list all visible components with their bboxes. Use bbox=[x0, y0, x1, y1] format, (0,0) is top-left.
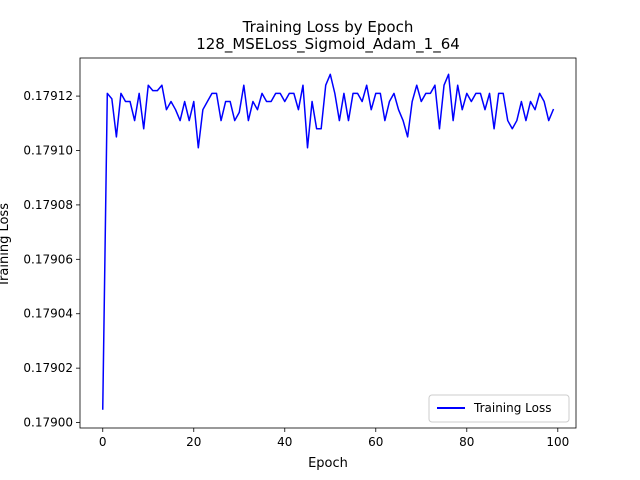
x-axis-label: Epoch bbox=[308, 456, 348, 471]
y-tick-label: 0.17910 bbox=[23, 144, 73, 158]
legend-box bbox=[428, 394, 570, 423]
x-tick-label: 60 bbox=[368, 435, 383, 449]
y-tick-label: 0.17904 bbox=[23, 307, 73, 321]
x-tick-label: 0 bbox=[99, 435, 107, 449]
y-tick-label: 0.17912 bbox=[23, 89, 73, 103]
y-tick-label: 0.17906 bbox=[23, 252, 73, 266]
chart-subtitle: 128_MSELoss_Sigmoid_Adam_1_64 bbox=[196, 35, 460, 54]
x-tick-label: 40 bbox=[277, 435, 292, 449]
y-tick-label: 0.17908 bbox=[23, 198, 73, 212]
y-tick-label: 0.17900 bbox=[23, 416, 73, 430]
chart-title: Training Loss by Epoch bbox=[242, 18, 414, 36]
y-tick-label: 0.17902 bbox=[23, 361, 73, 375]
x-tick-label: 20 bbox=[186, 435, 201, 449]
x-tick-label: 100 bbox=[546, 435, 569, 449]
series-line-0 bbox=[101, 73, 555, 410]
x-tick-label: 80 bbox=[459, 435, 474, 449]
legend-entry-training-loss: Training Loss bbox=[473, 401, 551, 415]
plot-frame bbox=[79, 57, 577, 429]
plot-area: 0 20 40 60 80 100 0.17900 0.17902 0.17904 0.17906… bbox=[23, 57, 577, 449]
legend: Training Loss bbox=[428, 394, 570, 423]
y-axis-label: Training Loss bbox=[0, 203, 12, 288]
